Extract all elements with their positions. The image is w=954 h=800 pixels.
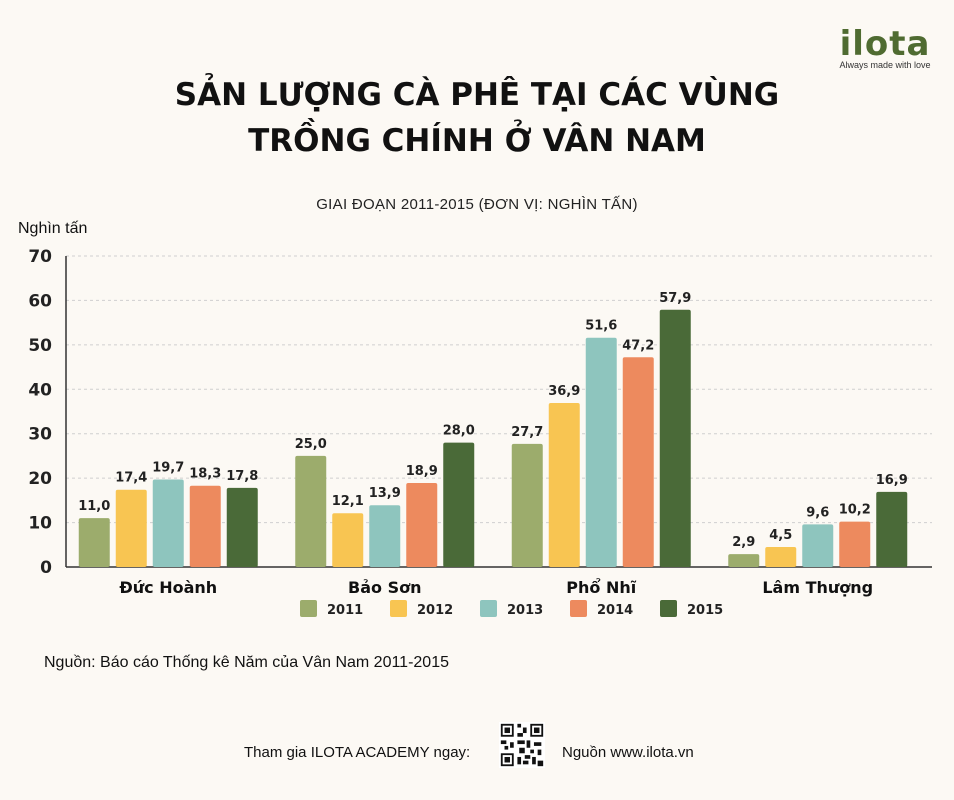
bar-bảo-sơn-2011 — [295, 455, 327, 567]
legend-swatch-2012 — [390, 600, 407, 617]
y-tick-label: 20 — [28, 469, 52, 489]
y-axis-label: Nghìn tấn — [18, 220, 88, 237]
data-label: 27,7 — [511, 425, 543, 440]
data-label: 18,9 — [406, 464, 438, 479]
data-label: 19,7 — [152, 460, 184, 475]
bar-phổ-nhĩ-2012 — [548, 403, 580, 567]
bar-bảo-sơn-2014 — [406, 483, 438, 567]
bar-đức-hoành-2013 — [152, 479, 184, 567]
brand-logo: ilota Always made with love — [830, 26, 940, 70]
legend-swatch-2015 — [660, 600, 677, 617]
footer-source-text: Nguồn www.ilota.vn — [562, 744, 694, 761]
x-tick-label: Đức Hoành — [119, 578, 217, 597]
legend-label-2014: 2014 — [597, 603, 633, 618]
legend-swatch-2014 — [570, 600, 587, 617]
data-label: 25,0 — [295, 437, 327, 452]
data-label: 47,2 — [622, 338, 654, 353]
bar-lâm-thượng-2012 — [765, 547, 797, 567]
legend-label-2011: 2011 — [327, 603, 363, 618]
legend-swatch-2011 — [300, 600, 317, 617]
bar-lâm-thượng-2014 — [839, 521, 871, 567]
brand-name: ilota — [839, 24, 931, 64]
data-label: 16,9 — [876, 473, 908, 488]
data-label: 13,9 — [369, 486, 401, 501]
legend-label-2015: 2015 — [687, 603, 723, 618]
bar-đức-hoành-2015 — [226, 487, 258, 567]
bar-bảo-sơn-2015 — [443, 442, 475, 567]
bar-phổ-nhĩ-2014 — [622, 357, 654, 567]
bar-lâm-thượng-2015 — [876, 491, 908, 567]
bar-đức-hoành-2014 — [189, 485, 221, 567]
legend-label-2013: 2013 — [507, 603, 543, 618]
footer-join-text: Tham gia ILOTA ACADEMY ngay: — [244, 744, 471, 761]
data-label: 51,6 — [585, 319, 617, 334]
legend-label-2012: 2012 — [417, 603, 453, 618]
bar-phổ-nhĩ-2013 — [585, 337, 617, 567]
data-label: 12,1 — [332, 494, 364, 509]
page-title: SẢN LƯỢNG CÀ PHÊ TẠI CÁC VÙNG TRỒNG CHÍN… — [0, 72, 954, 164]
data-label: 57,9 — [659, 291, 691, 306]
data-label: 17,8 — [226, 469, 258, 484]
y-tick-label: 50 — [28, 336, 52, 356]
bar-bảo-sơn-2012 — [332, 513, 364, 567]
title-line-1: SẢN LƯỢNG CÀ PHÊ TẠI CÁC VÙNG — [174, 77, 780, 113]
bar-lâm-thượng-2013 — [802, 524, 834, 567]
x-tick-label: Lâm Thượng — [762, 578, 873, 597]
bar-phổ-nhĩ-2011 — [511, 443, 543, 567]
data-label: 11,0 — [78, 499, 110, 514]
source-note: Nguồn: Báo cáo Thống kê Năm của Vân Nam … — [44, 654, 449, 671]
legend-swatch-2013 — [480, 600, 497, 617]
brand-tagline: Always made with love — [839, 60, 931, 70]
bar-bảo-sơn-2013 — [369, 505, 401, 567]
bar-chart: 0 10 20 30 40 50 60 70 11,0 17,4 19,7 18,3 17,8 Đức H… — [28, 247, 932, 618]
data-label: 17,4 — [115, 471, 147, 486]
chart-subtitle: GIAI ĐOẠN 2011-2015 (ĐƠN VỊ: NGHÌN TẤN) — [316, 196, 638, 213]
y-tick-label: 10 — [28, 514, 52, 534]
y-tick-label: 30 — [28, 425, 52, 445]
data-label: 2,9 — [732, 535, 755, 550]
data-label: 18,3 — [189, 467, 221, 482]
x-tick-label: Bảo Sơn — [348, 578, 421, 597]
x-tick-label: Phổ Nhĩ — [566, 578, 636, 597]
data-label: 28,0 — [443, 424, 475, 439]
y-tick-label: 70 — [28, 247, 52, 267]
data-label: 4,5 — [769, 528, 792, 543]
bar-đức-hoành-2012 — [115, 489, 147, 567]
bar-đức-hoành-2011 — [78, 518, 110, 567]
title-line-2: TRỒNG CHÍNH Ở VÂN NAM — [248, 123, 706, 159]
y-tick-label: 0 — [40, 558, 52, 578]
bar-phổ-nhĩ-2015 — [659, 309, 691, 567]
bar-lâm-thượng-2011 — [728, 554, 760, 567]
data-label: 10,2 — [839, 503, 871, 518]
y-tick-label: 60 — [28, 291, 52, 311]
qr-code-icon[interactable] — [499, 722, 545, 768]
data-label: 9,6 — [806, 505, 829, 520]
data-label: 36,9 — [548, 384, 580, 399]
y-tick-label: 40 — [28, 380, 52, 400]
